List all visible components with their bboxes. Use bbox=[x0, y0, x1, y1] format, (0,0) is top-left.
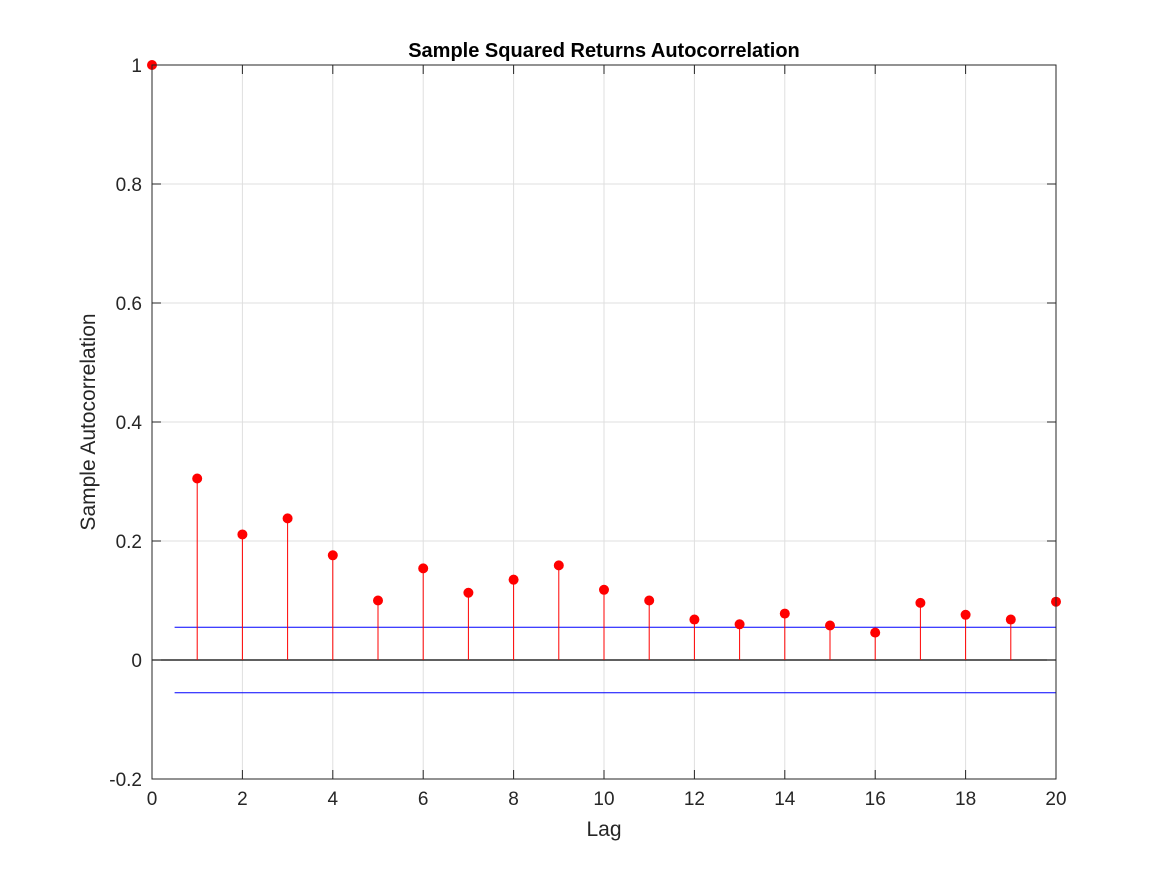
chart-title: Sample Squared Returns Autocorrelation bbox=[408, 40, 800, 62]
x-tick-label: 14 bbox=[774, 789, 796, 810]
y-axis-label: Sample Autocorrelation bbox=[77, 313, 100, 530]
stem-marker bbox=[870, 627, 881, 638]
x-tick-label: 4 bbox=[328, 789, 339, 810]
x-tick-label: 10 bbox=[593, 789, 614, 810]
y-tick-label: 1 bbox=[131, 56, 142, 77]
confidence-bounds bbox=[174, 626, 1056, 694]
x-tick-label: 8 bbox=[508, 789, 519, 810]
x-tick-label: 6 bbox=[418, 789, 429, 810]
y-axis-ticks: -0.2 0 0.2 0.4 0.6 0.8 1 bbox=[109, 56, 1056, 791]
stem-marker bbox=[418, 563, 429, 574]
y-tick-label: -0.2 bbox=[109, 770, 142, 791]
y-tick-label: 0.2 bbox=[116, 532, 142, 553]
stem-marker bbox=[644, 595, 655, 606]
y-tick-label: 0 bbox=[131, 651, 142, 672]
x-tick-label: 12 bbox=[684, 789, 705, 810]
stem-marker bbox=[825, 620, 835, 631]
stem-marker bbox=[463, 587, 474, 598]
x-tick-label: 2 bbox=[237, 789, 248, 810]
x-axis-label: Lag bbox=[586, 818, 621, 841]
stem-marker bbox=[689, 614, 700, 625]
stem-marker bbox=[192, 473, 203, 484]
stem-marker bbox=[599, 584, 609, 595]
stem-marker bbox=[327, 550, 338, 561]
x-axis-ticks: 0 2 4 6 8 10 12 14 16 18 20 bbox=[147, 65, 1067, 810]
y-tick-label: 0.6 bbox=[116, 294, 142, 315]
x-tick-label: 16 bbox=[865, 789, 886, 810]
stem-marker bbox=[960, 609, 971, 620]
y-tick-label: 0.8 bbox=[116, 175, 142, 196]
stem-marker bbox=[553, 560, 564, 571]
stem-marker bbox=[779, 608, 790, 619]
stem-marker bbox=[282, 513, 293, 524]
stem-marker bbox=[508, 574, 519, 585]
stem-marker bbox=[373, 595, 383, 606]
x-tick-label: 20 bbox=[1045, 789, 1066, 810]
stem-marker bbox=[734, 619, 745, 630]
stem-marker bbox=[915, 597, 926, 608]
x-tick-label: 18 bbox=[955, 789, 976, 810]
stem-marker bbox=[237, 529, 248, 540]
stem-marker bbox=[1005, 614, 1016, 625]
x-tick-label: 0 bbox=[147, 789, 158, 810]
y-tick-label: 0.4 bbox=[116, 413, 143, 434]
